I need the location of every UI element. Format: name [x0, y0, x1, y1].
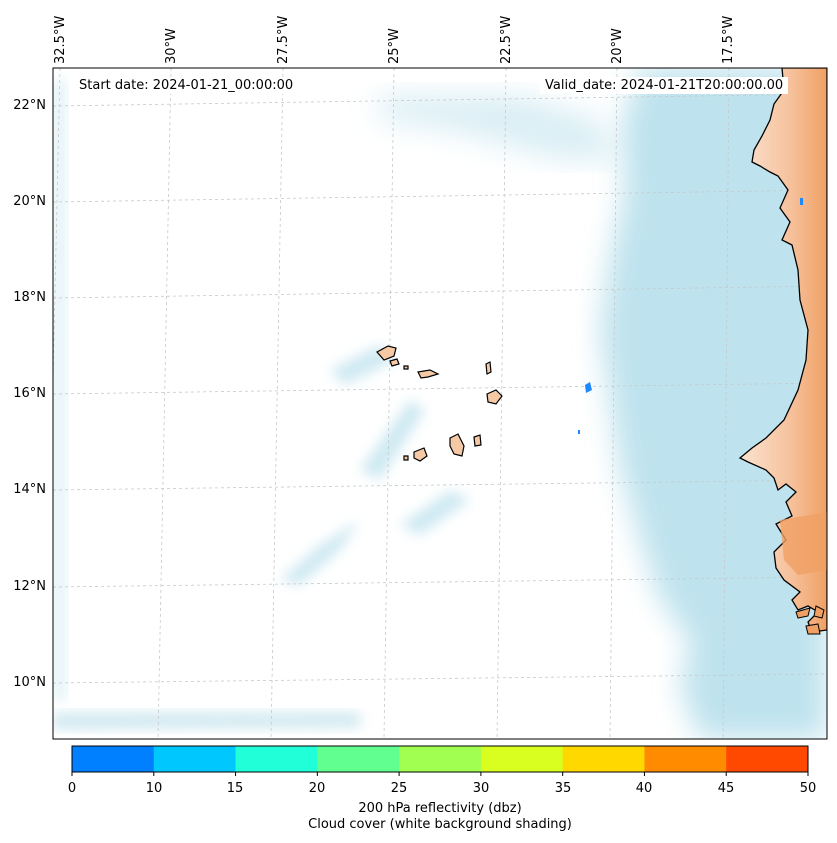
senegal-darker-land	[780, 512, 827, 575]
cloud-band-north	[380, 95, 620, 160]
colorbar-label-line1: 200 hPa reflectivity (dbz)	[358, 801, 522, 816]
cloud-band-south	[53, 712, 360, 730]
colorbar-segment-7	[644, 746, 727, 772]
colorbar-label: 200 hPa reflectivity (dbz) Cloud cover (…	[72, 801, 808, 833]
colorbar-segment-1	[153, 746, 237, 772]
colorbar-label-line2: Cloud cover (white background shading)	[308, 817, 572, 832]
island-sao-vicente	[389, 358, 400, 367]
reflectivity-cell-2	[578, 430, 580, 434]
island-santiago	[449, 433, 465, 457]
map-frame	[52, 67, 828, 740]
island-brava	[403, 455, 409, 461]
reflectivity-cells	[578, 382, 592, 434]
africa-landmass	[738, 68, 827, 633]
island-santo-antao	[376, 345, 397, 361]
valid-date-label: Valid_date: 2024-01-21T20:00:00.00	[540, 77, 789, 94]
colorbar-segment-4	[399, 746, 482, 772]
cloud-streak-4	[400, 490, 470, 535]
cloud-cover-shading	[53, 68, 827, 739]
colorbar	[71, 745, 809, 776]
colorbar-tick-0: 0	[67, 781, 77, 796]
colorbar-segment-3	[317, 746, 400, 772]
reflectivity-cell-1	[585, 382, 592, 393]
colorbar-tick-20: 20	[308, 781, 326, 796]
lon-label-22-5w: 22.5°W	[499, 15, 514, 64]
colorbar-segment-6	[562, 746, 645, 772]
lon-label-25w: 25°W	[387, 28, 402, 64]
lat-label-12n: 12°N	[13, 579, 46, 594]
lat-label-22n: 22°N	[13, 98, 46, 113]
lon-label-30w: 30°W	[164, 28, 179, 64]
colorbar-tick-40: 40	[635, 781, 653, 796]
lat-label-14n: 14°N	[13, 482, 46, 497]
cloud-band-east	[600, 68, 827, 739]
colorbar-segment-2	[235, 746, 318, 772]
colorbar-tick-50: 50	[799, 781, 817, 796]
cape-verde-islands	[376, 345, 503, 462]
colorbar-tick-45: 45	[717, 781, 735, 796]
lat-label-18n: 18°N	[13, 290, 46, 305]
colorbar-tick-10: 10	[145, 781, 163, 796]
lat-label-16n: 16°N	[13, 386, 46, 401]
cloud-streak-1	[280, 520, 360, 585]
island-maio	[473, 434, 482, 447]
island-fogo	[413, 447, 428, 462]
colorbar-tick-35: 35	[554, 781, 572, 796]
guinea-bissau-islands	[795, 605, 825, 635]
colorbar-segment-0	[72, 746, 155, 772]
cloud-streak-2	[360, 400, 425, 480]
colorbar-tick-15: 15	[226, 781, 244, 796]
cloud-west-edge	[53, 80, 66, 700]
island-santa-luzia	[403, 365, 409, 370]
cloud-streak-3	[330, 345, 395, 385]
island-sal	[485, 361, 492, 375]
lon-label-27-5w: 27.5°W	[276, 15, 291, 64]
lon-label-20w: 20°W	[610, 28, 625, 64]
lon-label-17-5w: 17.5°W	[721, 15, 736, 64]
lat-label-20n: 20°N	[13, 194, 46, 209]
island-boa-vista	[486, 389, 503, 405]
colorbar-frame	[71, 745, 809, 773]
colorbar-tick-25: 25	[390, 781, 408, 796]
graticule	[53, 68, 827, 739]
island-sao-nicolau	[417, 369, 440, 379]
start-date-label: Start date: 2024-01-21_00:00:00	[74, 77, 299, 94]
inland-lake	[800, 198, 803, 205]
colorbar-segment-5	[480, 746, 564, 772]
colorbar-segment-8	[726, 746, 809, 772]
lat-label-10n: 10°N	[13, 675, 46, 690]
lon-label-32-5w: 32.5°W	[53, 15, 68, 64]
colorbar-tick-30: 30	[472, 781, 490, 796]
